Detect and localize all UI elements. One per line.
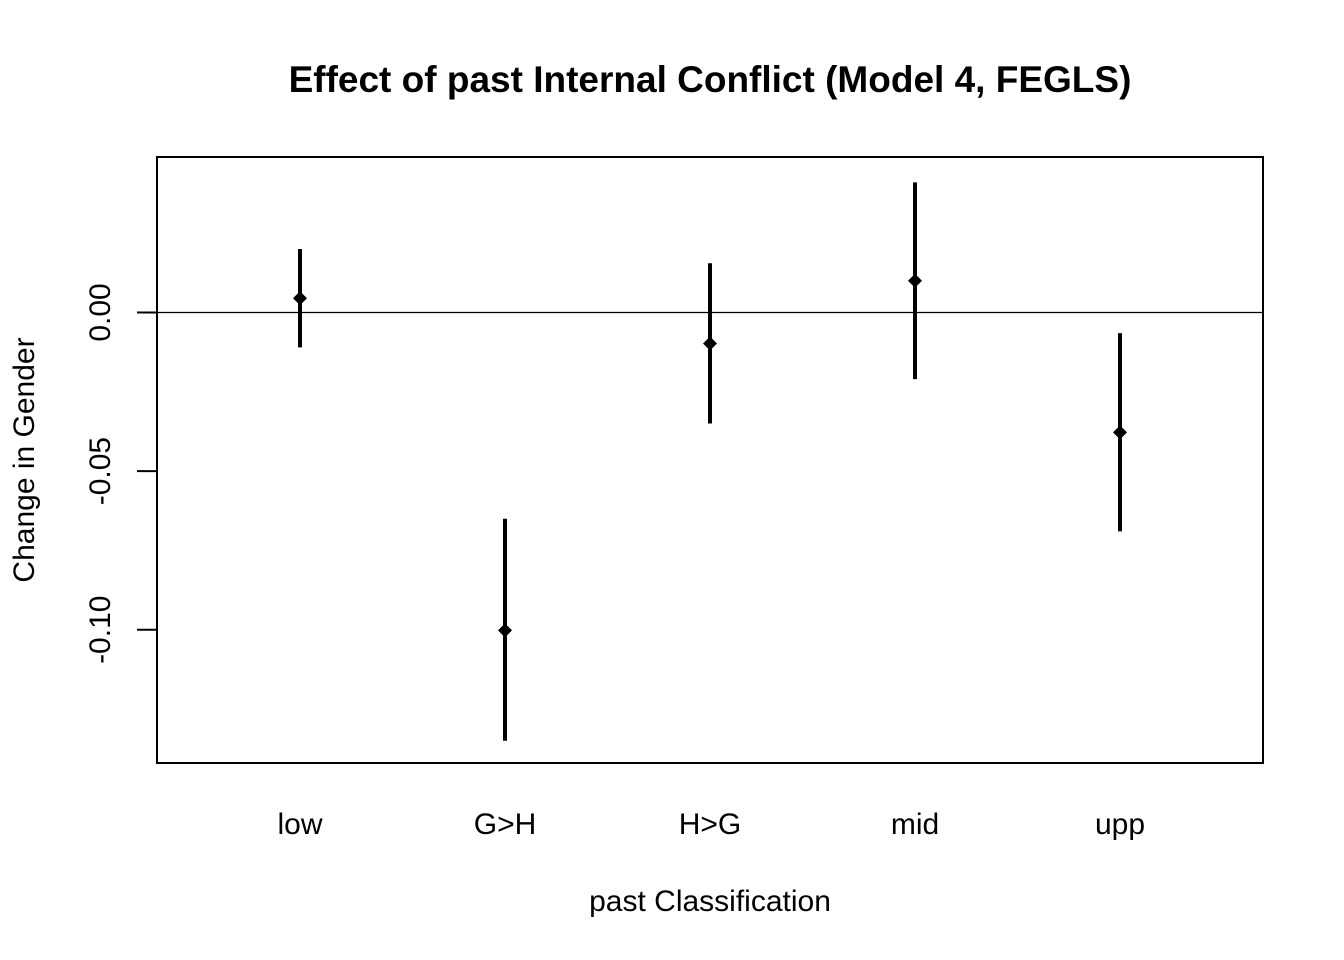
y-tick-label: -0.10 bbox=[84, 596, 117, 664]
x-tick-label: mid bbox=[891, 808, 939, 841]
y-tick-label: 0.00 bbox=[84, 283, 117, 341]
x-axis-label: past Classification bbox=[589, 885, 831, 918]
y-axis-label: Change in Gender bbox=[8, 337, 41, 582]
x-tick-label: G>H bbox=[474, 808, 537, 841]
x-tick-label: H>G bbox=[679, 808, 742, 841]
y-tick-label: -0.05 bbox=[84, 437, 117, 505]
point-estimate bbox=[1113, 425, 1127, 440]
x-tick-label: low bbox=[277, 808, 322, 841]
point-estimate bbox=[908, 273, 922, 288]
point-estimate bbox=[293, 291, 307, 306]
point-estimate bbox=[498, 623, 512, 638]
chart-title: Effect of past Internal Conflict (Model … bbox=[289, 59, 1132, 100]
y-axis: 0.00 -0.05 -0.10 bbox=[84, 283, 157, 664]
x-axis: low G>H H>G mid upp bbox=[277, 808, 1145, 841]
x-tick-label: upp bbox=[1095, 808, 1145, 841]
plot-marks bbox=[293, 182, 1127, 741]
plot-frame bbox=[156, 156, 1264, 764]
point-estimate bbox=[703, 336, 717, 351]
